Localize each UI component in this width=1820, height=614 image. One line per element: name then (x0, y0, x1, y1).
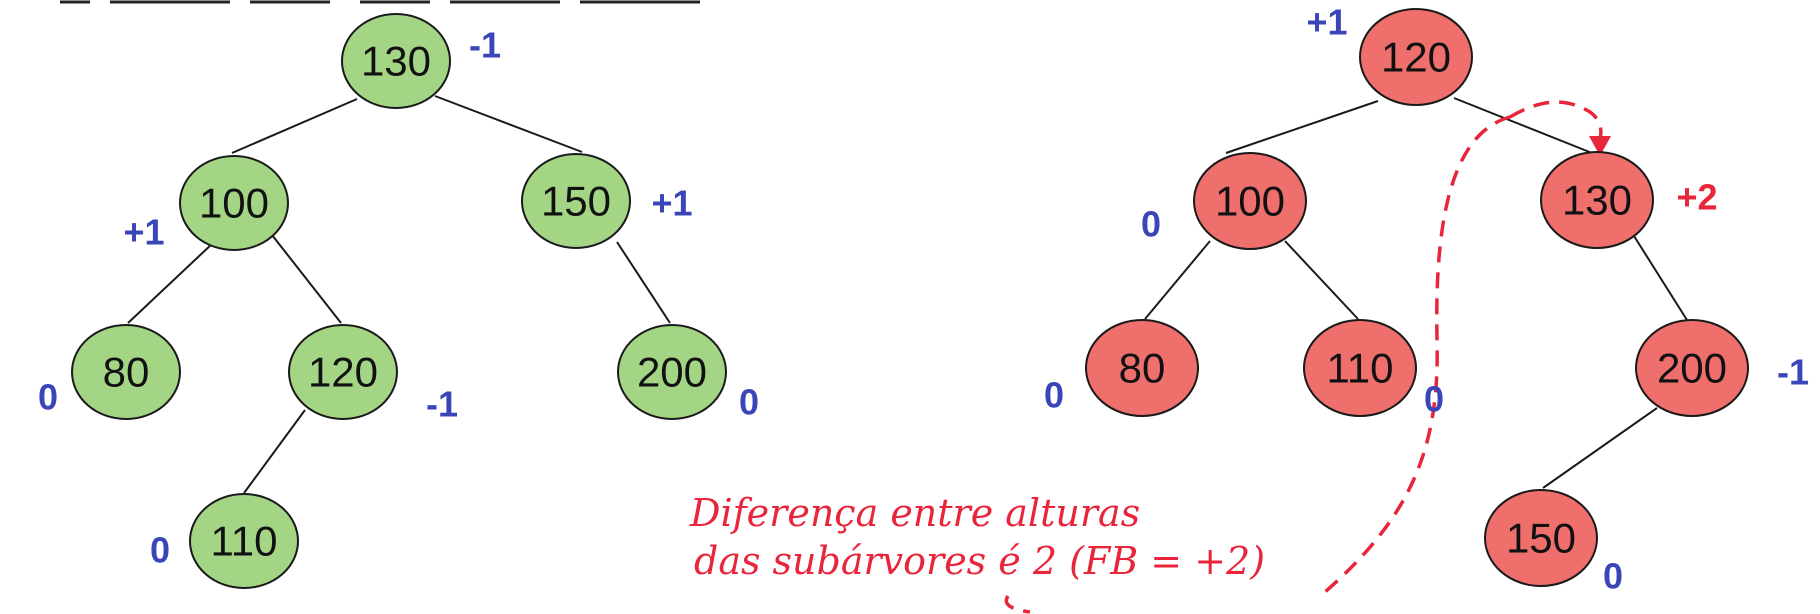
balance-factor-150: +1 (651, 183, 692, 224)
tree-node-120: 120 (288, 324, 398, 420)
right-tree-balance-factors: +1 0 +2 0 0 -1 0 (1044, 2, 1809, 597)
tree-node-150: 150 (521, 153, 631, 249)
clipped-top-caption (40, 0, 740, 8)
balance-factor-80: 0 (1044, 375, 1064, 416)
left-tree-edges (127, 95, 671, 494)
tree-node-150: 150 (1484, 489, 1598, 587)
dashed-tail (1004, 595, 1031, 614)
node-value: 130 (361, 38, 431, 85)
edge-130-100 (231, 98, 358, 154)
balance-factor-150: 0 (1603, 556, 1623, 597)
tree-node-80: 80 (1085, 319, 1199, 417)
rotation-arrows (1004, 100, 1611, 614)
balance-factor-100: +1 (123, 212, 164, 253)
tree-node-130: 130 (1540, 151, 1654, 249)
node-value: 120 (308, 349, 378, 396)
tree-node-80: 80 (71, 324, 181, 420)
edge-100-80 (1144, 240, 1211, 320)
node-value: 120 (1381, 34, 1451, 81)
left-tree-nodes: 130 100 150 80 120 200 110 (71, 13, 727, 589)
node-value: 110 (211, 518, 278, 565)
right-tree-nodes: 120 100 130 80 110 200 150 (1085, 8, 1749, 587)
node-value: 100 (1215, 178, 1285, 225)
edge-130-200 (1633, 235, 1688, 321)
node-value: 150 (541, 178, 611, 225)
tree-node-100: 100 (1193, 152, 1307, 250)
balance-factor-120: +1 (1306, 2, 1347, 43)
node-value: 110 (1327, 345, 1394, 392)
node-value: 200 (1657, 345, 1727, 392)
balance-factor-130: -1 (469, 25, 501, 66)
tree-node-100: 100 (179, 155, 289, 251)
balance-factor-80: 0 (38, 377, 58, 418)
tree-node-110: 110 (1303, 319, 1417, 417)
edge-100-120 (271, 234, 342, 324)
dashed-curve-arrow (1509, 100, 1603, 141)
tree-node-120: 120 (1359, 8, 1473, 106)
left-tree-balance-factors: -1 +1 +1 0 -1 0 0 (38, 25, 759, 571)
balance-factor-110: 0 (150, 530, 170, 571)
balance-factor-200: 0 (739, 382, 759, 423)
tree-node-200: 200 (617, 324, 727, 420)
edge-200-150 (1542, 407, 1658, 489)
edge-120-130 (1453, 97, 1593, 154)
node-value: 80 (103, 349, 150, 396)
edge-120-110 (243, 409, 306, 494)
node-value: 80 (1119, 345, 1166, 392)
balance-factor-110: 0 (1424, 379, 1444, 420)
node-value: 150 (1506, 515, 1576, 562)
balance-factor-200: -1 (1777, 352, 1809, 393)
tree-node-110: 110 (189, 493, 299, 589)
node-value: 130 (1562, 177, 1632, 224)
edge-120-100 (1225, 100, 1379, 154)
tree-node-200: 200 (1635, 319, 1749, 417)
balance-factor-120: -1 (426, 384, 458, 425)
arrowhead-icon (1589, 136, 1611, 156)
node-value: 100 (199, 180, 269, 227)
edge-150-200 (616, 241, 671, 324)
balance-factor-100: 0 (1141, 204, 1161, 245)
edge-100-80 (127, 242, 214, 324)
tree-node-130: 130 (341, 13, 451, 109)
edge-100-110 (1284, 240, 1359, 320)
imbalance-annotation: Diferença entre alturas das subárvores é… (689, 491, 1265, 583)
right-tree-edges (1144, 97, 1688, 489)
node-value: 200 (637, 349, 707, 396)
balance-factor-130: +2 (1676, 177, 1717, 218)
edge-130-150 (434, 95, 583, 153)
annotation-line-1: Diferença entre alturas (689, 491, 1140, 535)
annotation-line-2: das subárvores é 2 (FB = +2) (694, 539, 1265, 583)
dashed-curve-long (1316, 115, 1511, 600)
